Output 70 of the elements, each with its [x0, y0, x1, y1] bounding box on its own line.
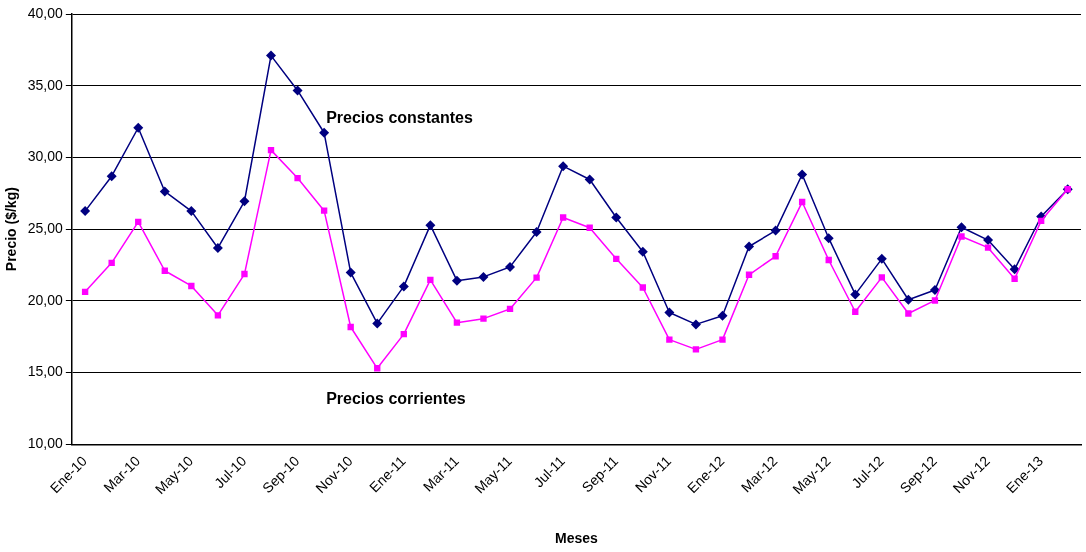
point: [451, 275, 462, 286]
point: [186, 206, 197, 217]
series-label: Precios corrientes: [326, 389, 466, 407]
point: [929, 284, 940, 295]
y-tick-label: 15,00: [27, 363, 64, 380]
point: [505, 261, 516, 272]
point: [983, 235, 994, 246]
x-axis-title: Meses: [555, 530, 599, 547]
point: [133, 122, 144, 133]
point: [478, 271, 489, 282]
point: [159, 186, 170, 197]
point: [345, 267, 356, 278]
point: [692, 346, 700, 353]
point: [559, 214, 567, 221]
point: [770, 225, 781, 236]
point: [958, 233, 965, 240]
point: [931, 297, 939, 304]
point: [320, 207, 328, 214]
point: [664, 307, 675, 318]
point: [106, 171, 117, 182]
point: [903, 294, 914, 305]
point: [266, 50, 277, 61]
point: [188, 282, 195, 290]
point: [425, 220, 436, 231]
point: [212, 242, 223, 253]
point: [292, 85, 303, 96]
y-tick-label: 20,00: [27, 291, 64, 308]
point: [1009, 264, 1020, 275]
point: [772, 253, 779, 260]
point: [558, 161, 569, 172]
point: [427, 276, 434, 284]
point: [80, 206, 91, 217]
point: [214, 312, 222, 319]
point: [878, 274, 886, 281]
point: [690, 319, 701, 330]
point: [480, 315, 487, 322]
point: [398, 281, 409, 292]
point: [956, 222, 967, 233]
point: [876, 253, 887, 264]
point: [241, 270, 248, 278]
series-label: Precios constantes: [326, 109, 473, 127]
point: [666, 336, 673, 343]
point: [584, 174, 595, 185]
point: [294, 174, 301, 182]
point: [108, 259, 115, 267]
point: [717, 310, 728, 321]
point: [639, 284, 646, 291]
point: [823, 233, 834, 244]
y-tick-label: 35,00: [27, 76, 64, 93]
point: [372, 318, 383, 329]
point: [1037, 217, 1045, 225]
point: [984, 244, 992, 251]
y-tick-label: 10,00: [27, 435, 64, 452]
point: [850, 289, 861, 300]
point: [744, 241, 755, 252]
y-axis-title: Precio ($/kg): [3, 187, 20, 272]
point: [1011, 275, 1018, 282]
point: [611, 212, 622, 223]
point: [453, 319, 461, 326]
point: [533, 274, 540, 281]
y-tick-label: 25,00: [27, 220, 64, 237]
point: [239, 196, 250, 207]
point: [637, 246, 648, 257]
point: [719, 336, 726, 343]
point: [319, 127, 330, 138]
point: [531, 227, 542, 238]
point: [797, 169, 808, 180]
y-tick-label: 30,00: [27, 148, 64, 165]
y-tick-label: 40,00: [27, 4, 64, 21]
point: [905, 310, 912, 317]
